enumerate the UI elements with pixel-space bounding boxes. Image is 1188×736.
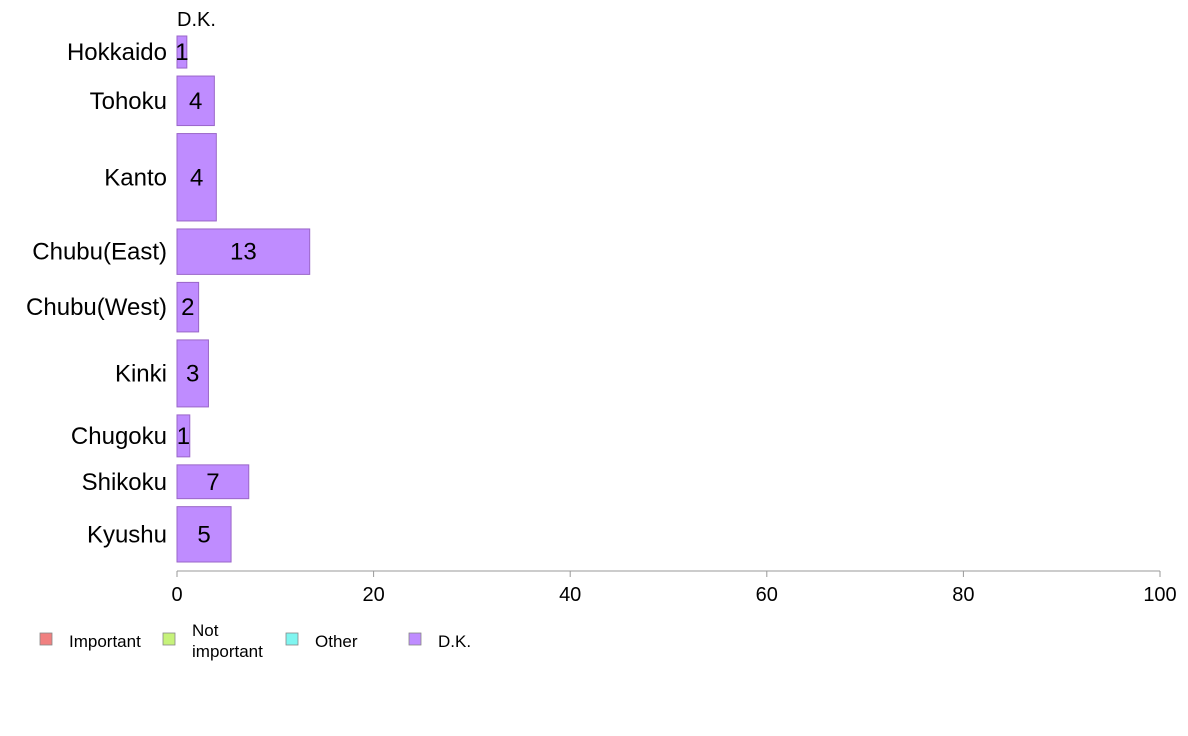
series-header-label: D.K.: [177, 9, 216, 31]
category-label: Chubu(East): [32, 239, 167, 266]
bar-hokkaido: [176, 35, 188, 69]
legend-entry: Other: [315, 632, 358, 651]
x-tick-label: 0: [171, 584, 182, 606]
legend: Important Not important Other D.K.: [39, 621, 471, 661]
bar-kinki: [176, 339, 209, 408]
bar-value-label: 3: [186, 360, 199, 387]
legend-swatch: [162, 632, 176, 646]
x-axis: 0 20 40 60 80 100: [171, 570, 1177, 606]
bar-value-label: 1: [177, 423, 190, 450]
x-tick-label: 100: [1143, 584, 1176, 606]
bar-value-label: 2: [181, 294, 194, 321]
bar-value-label: 5: [197, 521, 210, 548]
x-tick-label: 60: [756, 584, 778, 606]
category-label: Chugoku: [71, 423, 167, 450]
bar-chubu-west: [176, 281, 200, 333]
bar-kanto: [176, 133, 217, 222]
bar-value-label: 1: [175, 39, 188, 66]
bar-chubu-east: [176, 228, 311, 275]
category-labels: Hokkaido Tohoku Kanto Chubu(East) Chubu(West…: [26, 39, 167, 548]
legend-swatch: [39, 632, 53, 646]
category-label: Chubu(West): [26, 294, 167, 321]
category-label: Tohoku: [90, 88, 167, 115]
legend-entry: Important: [69, 632, 141, 651]
legend-entry: D.K.: [438, 632, 471, 651]
category-label: Kanto: [104, 164, 167, 191]
category-label: Hokkaido: [67, 39, 167, 66]
legend-entry: Not important: [192, 621, 263, 661]
x-tick-label: 80: [952, 584, 974, 606]
category-label: Shikoku: [82, 469, 167, 496]
legend-swatch: [408, 632, 422, 646]
bar-chugoku: [176, 414, 191, 458]
bar-tohoku: [176, 75, 215, 127]
bar-shikoku: [176, 464, 250, 500]
x-tick-label: 40: [559, 584, 581, 606]
bar-value-label: 13: [230, 239, 257, 266]
bar-value-label: 4: [189, 88, 202, 115]
category-label: Kyushu: [87, 521, 167, 548]
x-tick-label: 20: [362, 584, 384, 606]
category-label: Kinki: [115, 360, 167, 387]
legend-swatch: [285, 632, 299, 646]
bar-value-label: 4: [190, 164, 203, 191]
bar-value-label: 7: [206, 469, 219, 496]
bar-kyushu: [176, 506, 232, 563]
